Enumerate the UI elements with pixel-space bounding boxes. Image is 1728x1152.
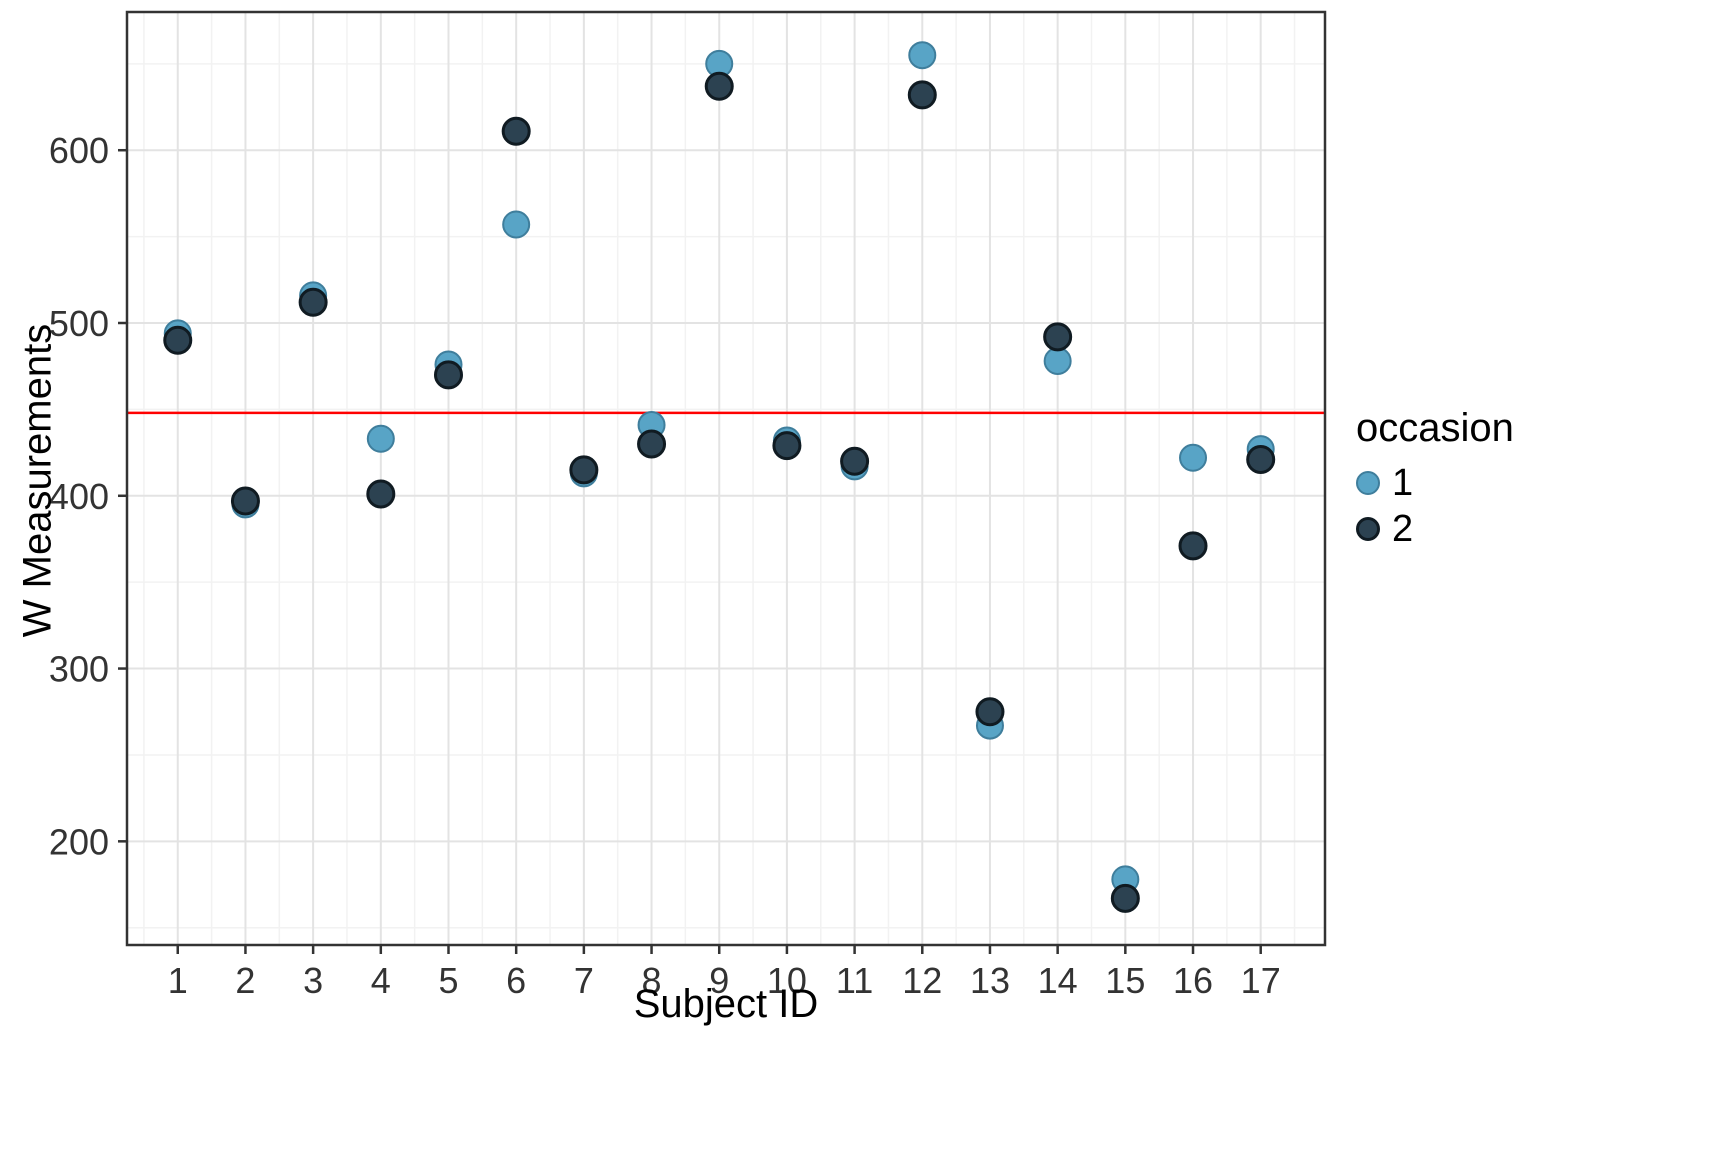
- data-point-occasion-2: [569, 455, 599, 485]
- x-tick-label: 12: [902, 960, 942, 1001]
- x-axis-title: Subject ID: [633, 982, 819, 1026]
- data-point-occasion-2: [637, 429, 667, 459]
- data-point-occasion-2: [433, 360, 463, 390]
- data-point-occasion-2: [298, 287, 328, 317]
- data-point-occasion-2: [840, 446, 870, 476]
- x-tick-label: 4: [371, 960, 391, 1001]
- x-tick-label: 8: [642, 960, 662, 1001]
- data-point-occasion-2: [704, 71, 734, 101]
- x-tick-label: 7: [574, 960, 594, 1001]
- x-tick-label: 6: [506, 960, 526, 1001]
- x-tick-label: 1: [168, 960, 188, 1001]
- y-tick-label: 400: [49, 476, 109, 517]
- plot-panel: [127, 12, 1325, 945]
- data-point-occasion-2: [1110, 883, 1140, 913]
- data-point-occasion-2: [1178, 531, 1208, 561]
- panel-border: [125, 10, 1327, 947]
- data-point-occasion-1: [366, 424, 395, 453]
- y-tick-label: 600: [49, 130, 109, 171]
- legend-item-occasion-1: 1: [1356, 461, 1514, 505]
- x-tick-label: 14: [1038, 960, 1078, 1001]
- data-point-occasion-2: [230, 486, 260, 516]
- data-point-occasion-2: [163, 325, 193, 355]
- y-tick-label: 300: [49, 649, 109, 690]
- x-tick-label: 10: [767, 960, 807, 1001]
- legend-label-occasion-1: 1: [1392, 462, 1414, 504]
- x-tick-label: 16: [1173, 960, 1213, 1001]
- x-tick-label: 5: [438, 960, 458, 1001]
- y-tick-label: 200: [49, 821, 109, 862]
- y-axis-title: W Measurements: [15, 323, 60, 638]
- x-tick-label: 15: [1105, 960, 1145, 1001]
- legend-item-occasion-2: 2: [1356, 507, 1514, 551]
- data-point-occasion-2: [501, 116, 531, 146]
- data-point-occasion-1: [1043, 347, 1072, 376]
- legend: occasion 1 2: [1356, 406, 1514, 551]
- data-point-occasion-2: [366, 479, 396, 509]
- x-tick-label: 17: [1241, 960, 1281, 1001]
- legend-title: occasion: [1356, 406, 1514, 450]
- legend-swatch-occasion-2-icon: [1356, 517, 1380, 541]
- x-tick-label: 2: [235, 960, 255, 1001]
- data-point-occasion-2: [1043, 322, 1073, 352]
- data-point-occasion-2: [975, 697, 1005, 727]
- legend-swatch-occasion-1-icon: [1356, 471, 1380, 495]
- data-point-occasion-2: [907, 80, 937, 110]
- y-tick-label: 500: [49, 303, 109, 344]
- x-tick-label: 3: [303, 960, 323, 1001]
- data-point-occasion-1: [908, 41, 937, 70]
- data-point-occasion-1: [502, 210, 531, 239]
- x-tick-label: 11: [836, 960, 873, 1001]
- x-tick-label: 13: [970, 960, 1010, 1001]
- x-tick-label: 9: [709, 960, 729, 1001]
- legend-label-occasion-2: 2: [1392, 508, 1414, 550]
- data-point-occasion-2: [1246, 444, 1276, 474]
- data-point-occasion-2: [772, 431, 802, 461]
- data-point-occasion-1: [1179, 443, 1208, 472]
